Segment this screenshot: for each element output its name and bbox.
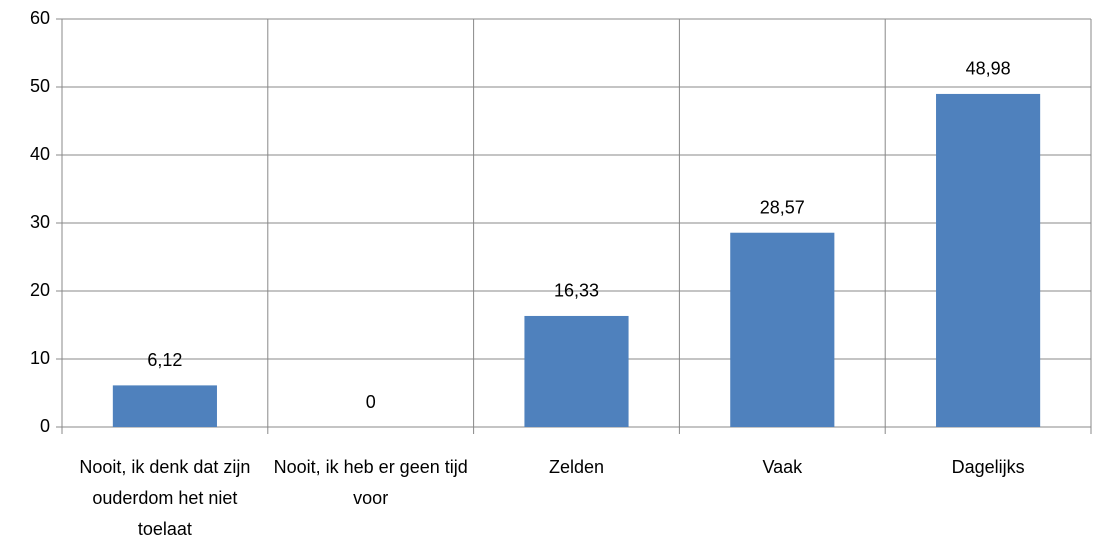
- x-tick-label: Nooit, ik denk dat zijn ouderdom het nie…: [79, 457, 251, 539]
- y-tick-label: 0: [40, 416, 50, 436]
- value-label: 6,12: [147, 350, 182, 370]
- bar: [112, 385, 217, 427]
- y-tick-label: 40: [30, 144, 50, 164]
- value-label: 28,57: [760, 197, 805, 217]
- value-label: 16,33: [554, 281, 599, 301]
- value-label: 0: [366, 392, 376, 412]
- y-tick-label: 50: [30, 76, 50, 96]
- y-tick-label: 30: [30, 212, 50, 232]
- bar: [730, 232, 835, 427]
- y-tick-label: 10: [30, 348, 50, 368]
- y-tick-label: 60: [30, 8, 50, 28]
- x-tick-label: Vaak: [762, 457, 803, 477]
- x-tick-label: Dagelijks: [951, 457, 1025, 477]
- value-label: 48,98: [966, 59, 1011, 79]
- bar: [936, 93, 1041, 427]
- x-tick-label: Nooit, ik heb er geen tijd voor: [273, 457, 468, 508]
- y-tick-label: 20: [30, 280, 50, 300]
- bar: [524, 315, 629, 427]
- x-tick-label: Zelden: [548, 457, 605, 477]
